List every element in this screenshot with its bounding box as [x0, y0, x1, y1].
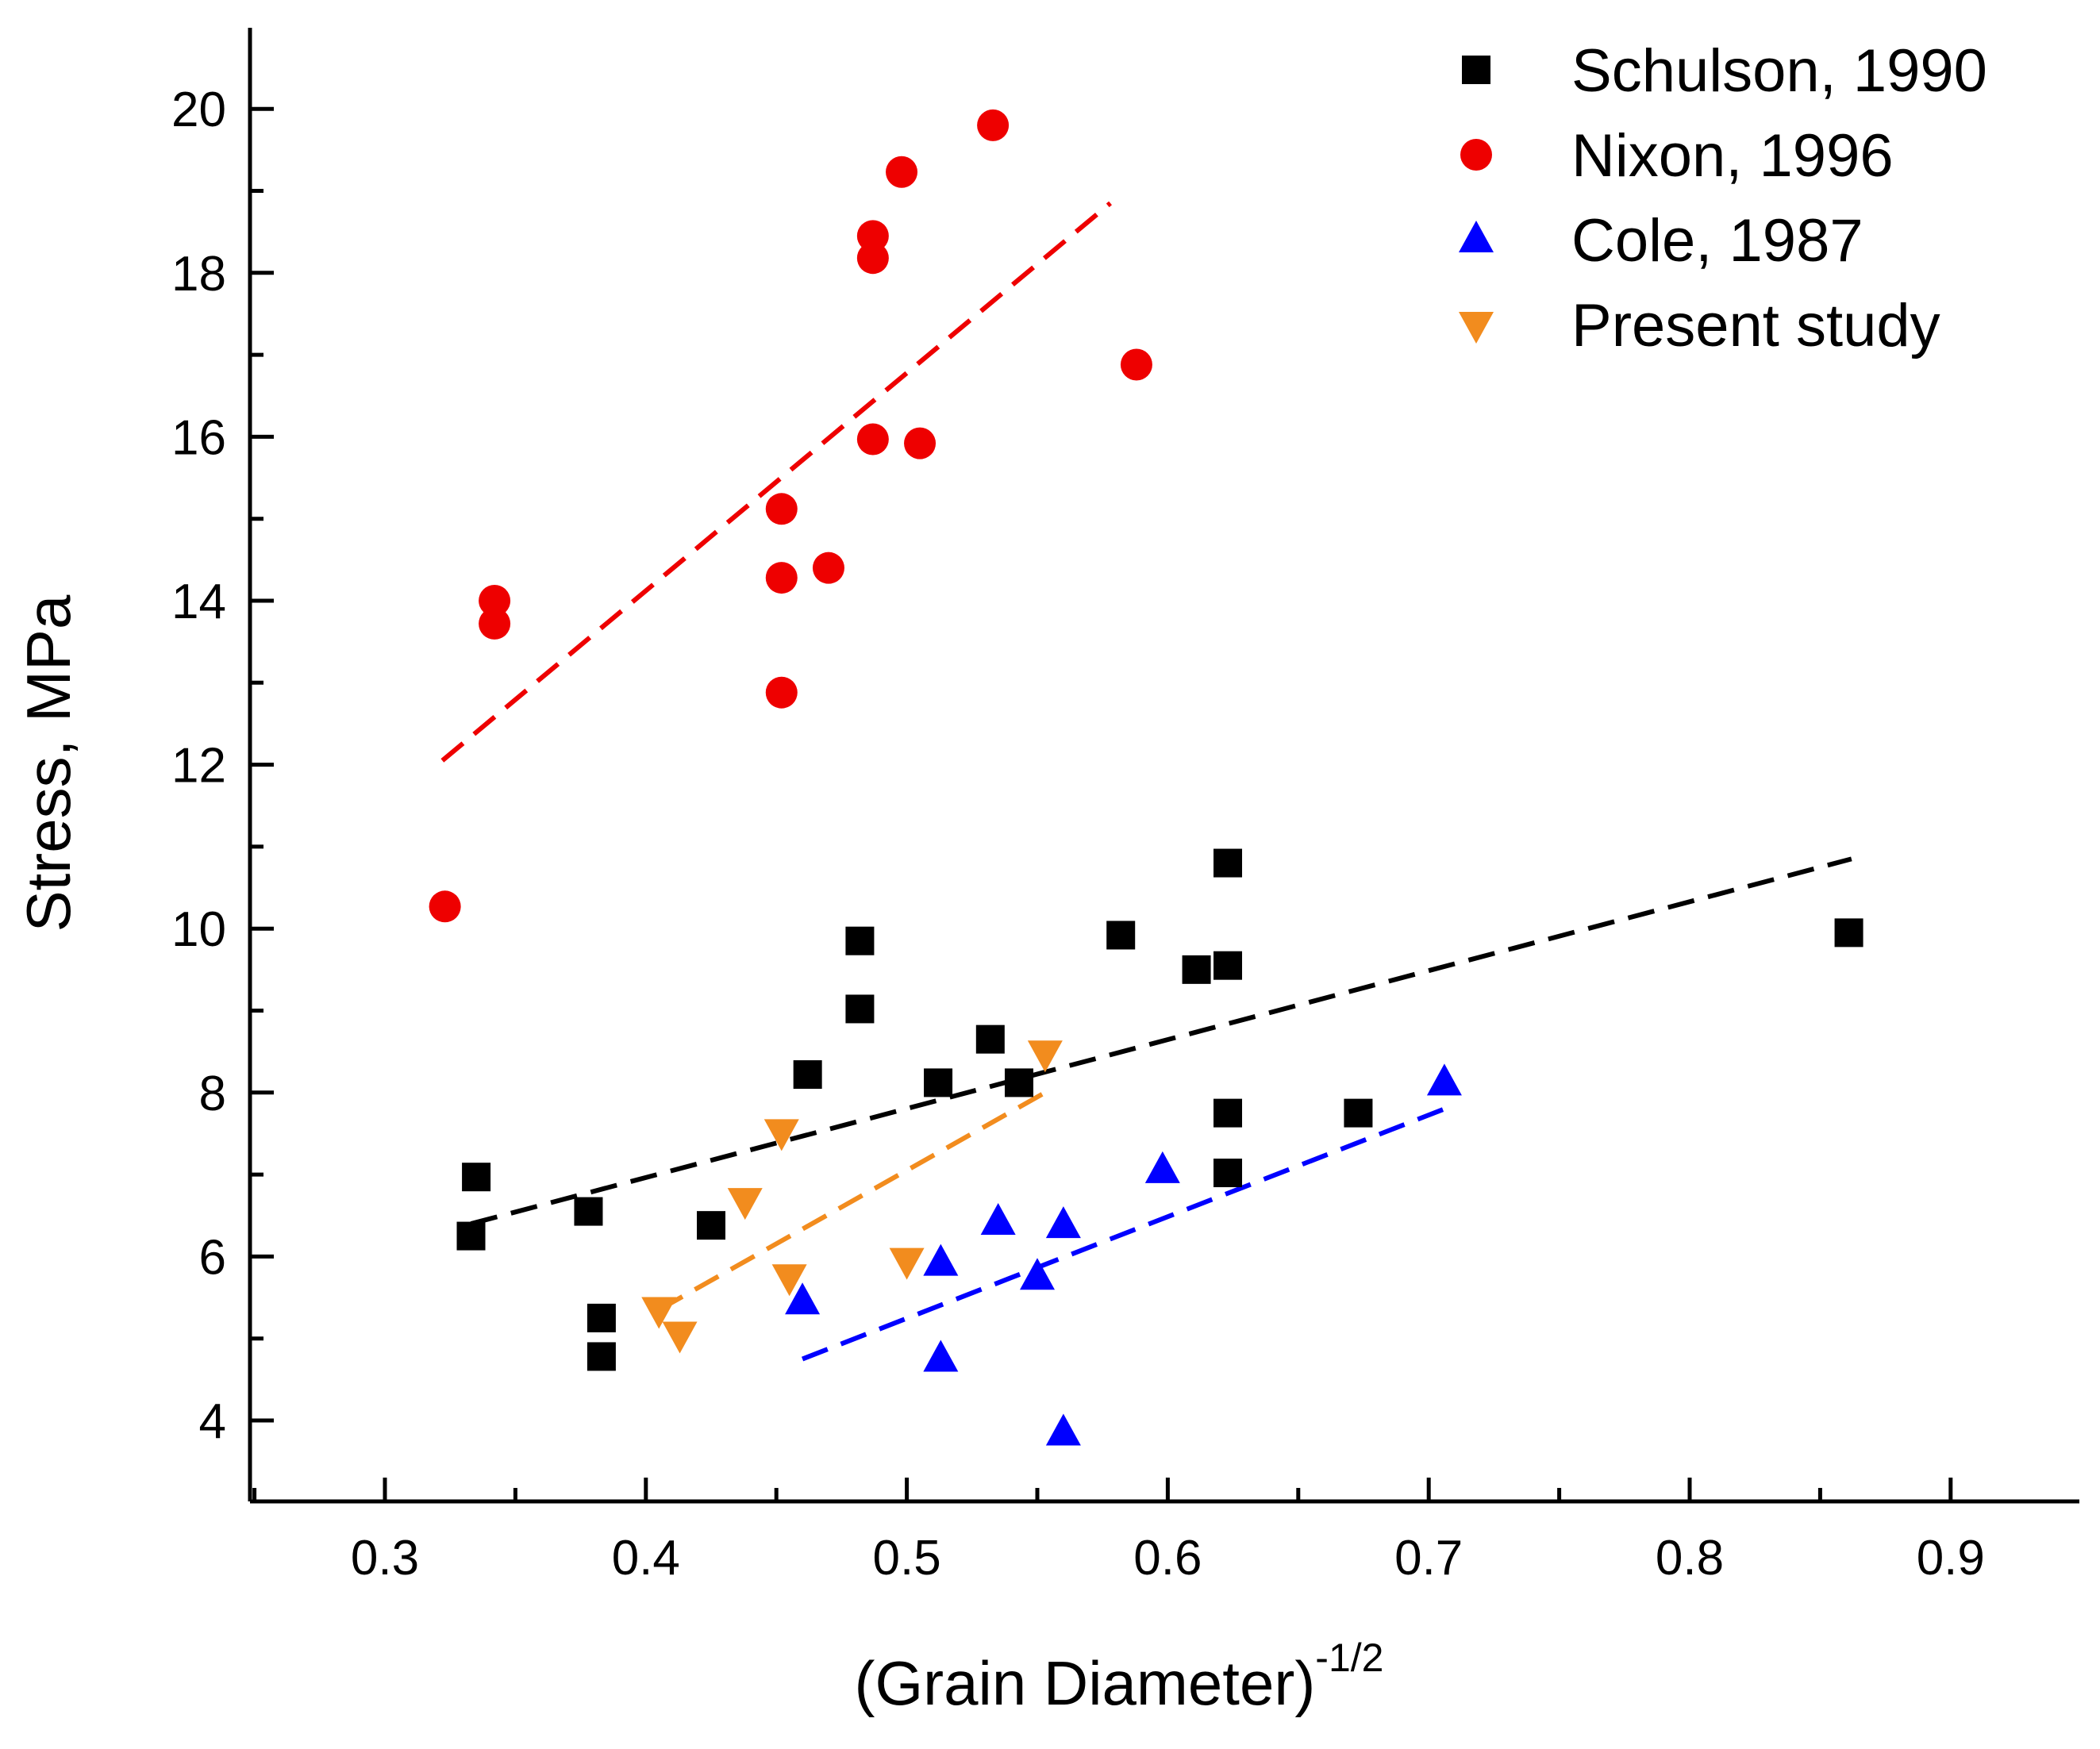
- legend-label-schulson-1990: Schulson, 1990: [1571, 37, 1987, 105]
- x-tick-label: 0.5: [872, 1531, 940, 1586]
- legend-marker-cole-1987: [1459, 221, 1494, 252]
- present-study-point: [763, 1119, 799, 1151]
- y-axis-title: Stress, MPa: [13, 594, 83, 932]
- legend-label-nixon-1996: Nixon, 1996: [1571, 122, 1894, 190]
- x-axis-title-base: (Grain Diameter): [855, 1648, 1316, 1718]
- nixon-1996-point: [1120, 348, 1152, 381]
- nixon-1996-point: [812, 552, 844, 584]
- x-tick-label: 0.6: [1133, 1531, 1202, 1586]
- present-study-point: [1027, 1040, 1063, 1073]
- cole-1987-point: [1020, 1258, 1055, 1290]
- schulson-1990-point: [1213, 1098, 1243, 1128]
- schulson-1990-series: [456, 848, 1863, 1371]
- schulson-1990-fit-line: [470, 856, 1852, 1226]
- legend-item-present-study: Present study: [1459, 292, 1940, 359]
- present-study-point: [641, 1297, 677, 1329]
- cole-1987-point: [923, 1244, 959, 1276]
- fit-lines: [440, 201, 1852, 1362]
- y-tick-label: 10: [171, 902, 226, 957]
- schulson-1990-point: [456, 1221, 486, 1251]
- x-tick-label: 0.7: [1394, 1531, 1463, 1586]
- schulson-1990-point: [1182, 955, 1211, 984]
- y-tick-label: 14: [171, 575, 226, 629]
- schulson-1990-point: [1834, 918, 1863, 948]
- present-study-series: [641, 1040, 1063, 1354]
- nixon-1996-point: [856, 423, 889, 456]
- present-study-point: [889, 1247, 925, 1280]
- nixon-1996-point: [856, 220, 889, 252]
- legend-marker-present-study: [1459, 312, 1494, 344]
- cole-1987-fit-line: [801, 1102, 1456, 1362]
- nixon-1996-point: [765, 676, 798, 709]
- cole-1987-point: [785, 1282, 821, 1315]
- schulson-1990-point: [845, 926, 875, 955]
- legend-label-present-study: Present study: [1571, 292, 1940, 359]
- data-markers: [429, 109, 1863, 1446]
- schulson-1990-point: [975, 1024, 1005, 1054]
- cole-1987-point: [1426, 1063, 1462, 1096]
- schulson-1990-point: [587, 1303, 616, 1332]
- x-tick-label: 0.9: [1917, 1531, 1985, 1586]
- legend: Schulson, 1990 Nixon, 1996 Cole, 1987 Prese…: [1459, 37, 1987, 359]
- y-tick-label: 18: [171, 247, 226, 302]
- schulson-1990-point: [1213, 1159, 1243, 1188]
- nixon-1996-series: [429, 109, 1152, 923]
- legend-marker-schulson-1990: [1462, 56, 1490, 84]
- y-tick-label: 16: [171, 410, 226, 465]
- legend-item-cole-1987: Cole, 1987: [1459, 207, 1863, 275]
- y-tick-label: 6: [199, 1230, 226, 1285]
- y-tick-label: 20: [171, 83, 226, 137]
- schulson-1990-point: [697, 1211, 725, 1240]
- schulson-1990-point: [845, 994, 875, 1024]
- y-tick-label: 4: [199, 1394, 226, 1449]
- legend-marker-nixon-1996: [1460, 139, 1492, 171]
- present-study-point: [662, 1321, 698, 1354]
- legend-item-schulson-1990: Schulson, 1990: [1462, 37, 1987, 105]
- present-study-point: [771, 1264, 807, 1297]
- nixon-1996-point: [765, 562, 798, 594]
- cole-1987-point: [923, 1340, 959, 1372]
- schulson-1990-point: [1344, 1098, 1373, 1128]
- x-tick-label: 0.8: [1656, 1531, 1724, 1586]
- nixon-1996-point: [977, 109, 1010, 141]
- schulson-1990-point: [462, 1163, 491, 1192]
- schulson-1990-point: [1213, 951, 1243, 980]
- nixon-1996-fit-line: [440, 201, 1112, 763]
- present-study-fit-line: [657, 1090, 1047, 1313]
- nixon-1996-point: [856, 242, 889, 275]
- nixon-1996-point: [765, 493, 798, 525]
- nixon-1996-point: [479, 585, 511, 617]
- cole-1987-point: [980, 1203, 1016, 1236]
- x-axis-title-superscript: -1/2: [1315, 1636, 1383, 1680]
- legend-label-cole-1987: Cole, 1987: [1571, 207, 1863, 275]
- cole-1987-point: [1045, 1413, 1081, 1446]
- x-axis-title: (Grain Diameter)-1/2: [855, 1636, 1384, 1718]
- y-tick-label: 12: [171, 739, 226, 794]
- schulson-1990-point: [1004, 1068, 1033, 1097]
- nixon-1996-point: [886, 156, 918, 188]
- schulson-1990-point: [793, 1060, 822, 1090]
- nixon-1996-point: [479, 607, 511, 640]
- y-tick-label: 8: [199, 1067, 226, 1121]
- schulson-1990-point: [574, 1197, 603, 1226]
- ticks: [250, 106, 1953, 1501]
- schulson-1990-point: [1106, 921, 1136, 950]
- cole-1987-series: [785, 1063, 1462, 1446]
- schulson-1990-point: [924, 1068, 953, 1097]
- present-study-point: [727, 1188, 763, 1220]
- tick-labels: 0.3 0.4 0.5 0.6 0.7 0.8 0.9 4 6 8 10 12 14 16 18 20: [171, 83, 1985, 1586]
- cole-1987-point: [1045, 1206, 1081, 1239]
- x-tick-label: 0.3: [351, 1531, 419, 1586]
- nixon-1996-point: [429, 890, 461, 923]
- legend-item-nixon-1996: Nixon, 1996: [1460, 122, 1894, 190]
- nixon-1996-point: [904, 427, 937, 459]
- schulson-1990-point: [587, 1342, 616, 1371]
- schulson-1990-point: [1213, 848, 1243, 878]
- cole-1987-point: [1144, 1151, 1180, 1183]
- x-tick-label: 0.4: [612, 1531, 680, 1586]
